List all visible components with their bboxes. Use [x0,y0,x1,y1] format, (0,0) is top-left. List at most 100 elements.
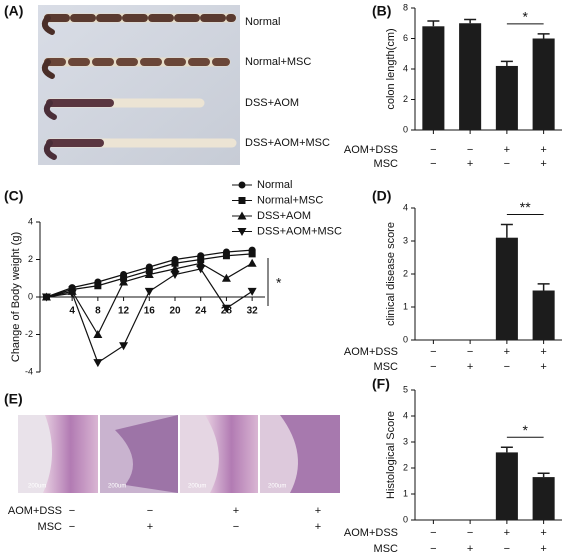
x-tick-label: 16 [144,306,156,317]
treatment-name: AOM+DSS [344,144,398,156]
y-tick-label: 0 [403,124,408,134]
x-tick-label: 32 [247,306,259,317]
panel-label: (B) [372,3,391,19]
treatment-sign: + [315,505,321,517]
treatment-name: AOM+DSS [344,346,398,358]
treatment-sign: + [467,543,473,555]
marker [238,197,246,204]
significance-label: * [523,9,529,25]
legend-label: DSS+AOM [257,210,311,222]
scale-label: 200um [188,484,206,490]
treatment-sign: − [430,527,436,539]
treatment-name: AOM+DSS [344,527,398,539]
y-tick-label: 5 [403,384,408,394]
marker [237,211,247,220]
marker [119,277,129,286]
marker [196,258,206,267]
y-tick-label: 0 [403,334,408,344]
treatment-sign: − [147,505,153,517]
y-tick-label: 4 [28,216,33,226]
error-bar [464,18,477,24]
y-tick-label: 2 [403,268,408,278]
marker [237,228,247,236]
error-bar [537,283,550,291]
x-tick-label: 20 [169,306,181,317]
scale-label: 200um [268,484,286,490]
treatment-sign: + [467,361,473,373]
marker [170,271,180,279]
treatment-sign: − [69,505,75,517]
y-tick-label: 6 [403,33,408,43]
y-tick-label: 2 [403,462,408,472]
treatment-sign: + [540,158,546,170]
error-bar [537,33,550,39]
marker [247,287,257,296]
marker [170,264,180,273]
panel-label: (F) [372,376,390,392]
marker [41,293,51,302]
marker [67,289,77,298]
y-tick-label: 0 [403,514,408,524]
marker [248,250,256,258]
error-bar [500,446,513,453]
colon-label: DSS+AOM+MSC [245,137,330,149]
colon-label: Normal [245,16,280,28]
marker [93,330,103,338]
scale-label: 200um [28,484,46,490]
marker [238,181,246,189]
marker [221,273,231,282]
y-tick-label: 3 [403,235,408,245]
treatment-name: MSC [374,158,399,170]
treatment-sign: + [540,346,546,358]
treatment-sign: − [504,158,510,170]
treatment-sign: − [504,361,510,373]
colon-photo [38,5,240,165]
treatment-sign: − [69,521,75,533]
treatment-sign: + [540,361,546,373]
y-tick-label: 0 [28,291,33,301]
legend-label: Normal [257,179,292,191]
marker [247,258,257,267]
y-tick-label: 3 [403,436,408,446]
treatment-sign: + [540,144,546,156]
x-tick-label: 8 [95,306,101,317]
bar [532,38,555,130]
significance-label: * [276,275,282,291]
marker [94,282,102,290]
treatment-name: AOM+DSS [8,505,62,517]
y-tick-label: 1 [403,488,408,498]
panel-label: (A) [4,3,23,19]
treatment-sign: + [540,543,546,555]
marker [144,270,154,278]
y-tick-label: 1 [403,301,408,311]
y-tick-label: 2 [28,254,33,264]
y-axis-label: colon length(cm) [385,28,397,109]
x-tick-label: 4 [69,306,75,317]
y-tick-label: 4 [403,410,408,420]
significance-label: * [523,422,529,438]
bar [495,237,518,340]
treatment-sign: − [504,543,510,555]
y-tick-label: 4 [403,63,408,73]
panel-label: (C) [4,188,23,204]
treatment-sign: + [504,346,510,358]
treatment-sign: − [467,527,473,539]
treatment-name: MSC [38,521,63,533]
treatment-sign: − [430,361,436,373]
scale-label: 200um [108,484,126,490]
treatment-sign: + [315,521,321,533]
panel-label: (D) [372,188,391,204]
y-tick-label: 8 [403,2,408,12]
bar [495,452,518,520]
marker [144,287,154,296]
y-tick-label: 2 [403,94,408,104]
treatment-sign: + [233,505,239,517]
bar [422,26,445,130]
bar [532,477,555,520]
marker [196,265,206,274]
treatment-sign: − [467,144,473,156]
treatment-sign: − [430,346,436,358]
significance-label: ** [520,199,531,215]
treatment-sign: − [467,346,473,358]
